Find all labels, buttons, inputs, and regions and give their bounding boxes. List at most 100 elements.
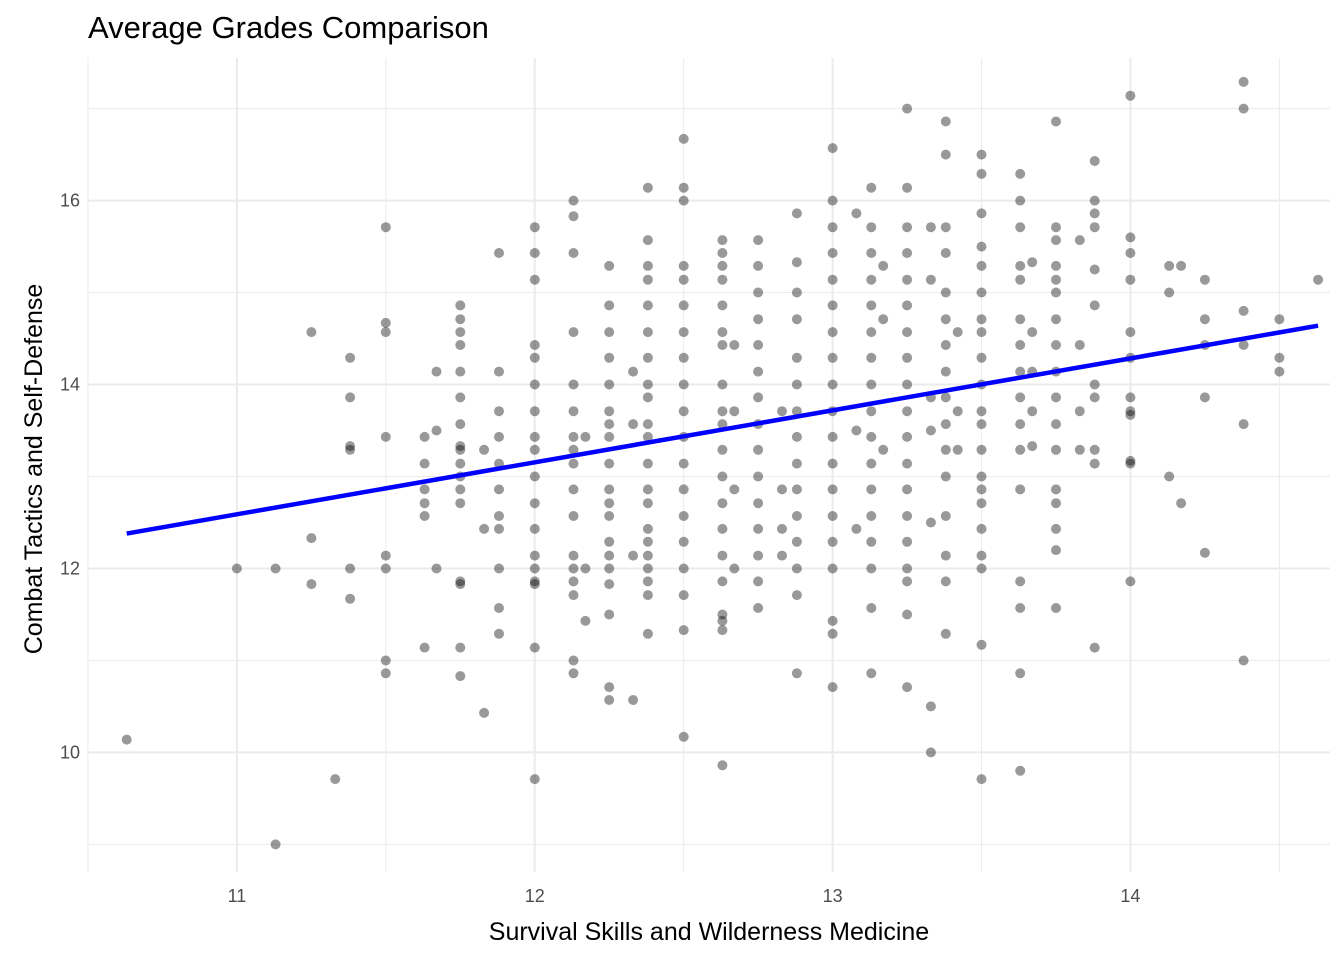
- data-point: [976, 419, 987, 430]
- data-point: [866, 484, 877, 495]
- data-point: [976, 168, 987, 179]
- data-point: [580, 431, 591, 442]
- data-point: [455, 327, 466, 338]
- trend-line-group: [126, 323, 1319, 536]
- data-point: [529, 431, 540, 442]
- data-point: [604, 682, 615, 693]
- data-point: [902, 103, 913, 114]
- data-point: [494, 563, 504, 574]
- data-point: [380, 327, 391, 338]
- data-point: [642, 536, 653, 547]
- data-point: [642, 379, 653, 390]
- data-point: [604, 260, 615, 271]
- data-point: [1015, 444, 1026, 455]
- data-point: [678, 379, 689, 390]
- data-point: [604, 300, 615, 311]
- data-point: [455, 314, 466, 325]
- data-point: [628, 695, 639, 705]
- data-point: [717, 248, 728, 258]
- data-point: [678, 484, 689, 495]
- data-point: [729, 340, 740, 350]
- data-points: [121, 76, 1324, 850]
- data-point: [678, 563, 689, 574]
- data-point: [604, 511, 615, 521]
- data-point: [1051, 116, 1061, 127]
- data-point: [940, 340, 951, 350]
- data-point: [604, 458, 615, 469]
- data-point: [878, 444, 889, 455]
- chart-title: Average Grades Comparison: [88, 10, 489, 45]
- data-point: [642, 628, 653, 639]
- data-point: [777, 550, 787, 561]
- data-point: [1274, 366, 1285, 377]
- data-point: [479, 523, 490, 534]
- data-point: [678, 182, 689, 193]
- data-point: [976, 471, 987, 482]
- data-point: [494, 248, 504, 258]
- data-point: [431, 366, 442, 377]
- data-point: [753, 444, 764, 455]
- data-point: [753, 235, 764, 246]
- data-point: [1027, 406, 1038, 417]
- data-point: [878, 314, 889, 325]
- data-point: [455, 642, 466, 653]
- data-point: [952, 444, 963, 455]
- data-point: [380, 655, 391, 666]
- data-point: [827, 222, 838, 233]
- data-point: [306, 327, 317, 338]
- data-point: [827, 484, 838, 495]
- y-tick-label: 16: [60, 191, 80, 211]
- data-point: [380, 550, 391, 561]
- data-point: [729, 563, 740, 574]
- data-point: [976, 241, 987, 252]
- data-point: [1125, 406, 1136, 417]
- data-point: [455, 498, 466, 509]
- data-point: [717, 471, 728, 482]
- data-point: [976, 563, 987, 574]
- data-point: [1238, 655, 1249, 666]
- data-point: [628, 550, 639, 561]
- data-point: [529, 274, 540, 285]
- data-point: [1199, 392, 1210, 403]
- data-point: [851, 425, 862, 436]
- data-point: [345, 563, 356, 574]
- data-point: [952, 327, 963, 338]
- data-point: [568, 563, 579, 574]
- data-point: [568, 211, 579, 222]
- data-point: [568, 444, 579, 455]
- data-point: [940, 314, 951, 325]
- data-point: [455, 419, 466, 430]
- data-point: [568, 458, 579, 469]
- data-point: [753, 471, 764, 482]
- data-point: [1125, 576, 1136, 587]
- data-point: [940, 419, 951, 430]
- data-point: [866, 406, 877, 417]
- data-point: [851, 208, 862, 219]
- data-point: [866, 431, 877, 442]
- data-point: [1015, 419, 1026, 430]
- data-point: [529, 576, 540, 587]
- data-point: [568, 195, 579, 206]
- data-point: [1089, 208, 1100, 219]
- data-point: [628, 366, 639, 377]
- data-point: [494, 511, 504, 521]
- data-point: [902, 609, 913, 620]
- data-point: [1051, 392, 1061, 403]
- data-point: [791, 563, 802, 574]
- data-point: [717, 260, 728, 271]
- data-point: [568, 431, 579, 442]
- data-point: [604, 379, 615, 390]
- data-point: [777, 484, 787, 495]
- data-point: [345, 593, 356, 604]
- y-tick-label: 10: [60, 742, 80, 762]
- data-point: [455, 441, 466, 452]
- data-point: [455, 458, 466, 469]
- data-point: [1274, 314, 1285, 325]
- data-point: [1164, 287, 1175, 298]
- data-point: [1199, 547, 1210, 558]
- data-point: [380, 668, 391, 679]
- data-point: [717, 300, 728, 311]
- data-point: [976, 523, 987, 534]
- data-point: [753, 523, 764, 534]
